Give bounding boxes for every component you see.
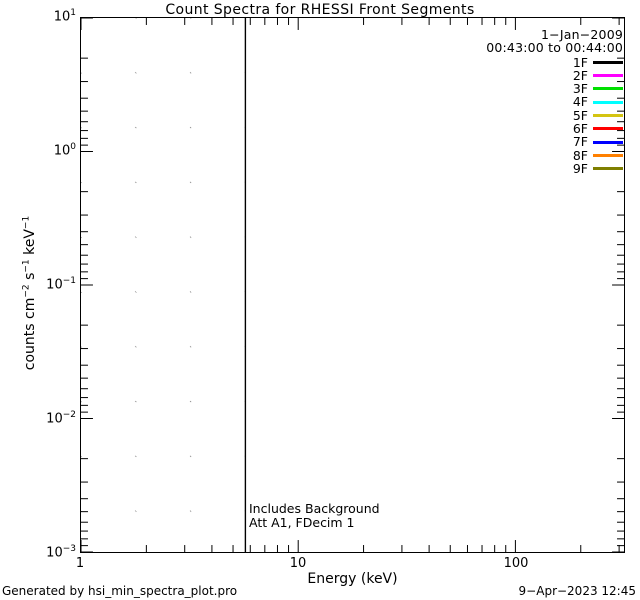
y-tick-label: 10−1 (46, 276, 76, 293)
legend-item[interactable]: 6F (486, 122, 623, 135)
hatched-region (81, 18, 247, 552)
y-axis-title: counts cm−2 s−1 keV−1 (21, 215, 38, 371)
y-tick-label: 100 (53, 142, 76, 159)
legend-color-swatch (593, 74, 623, 78)
legend-time-range: 00:43:00 to 00:44:00 (486, 40, 623, 56)
legend-color-swatch (593, 87, 623, 91)
legend-color-swatch (593, 60, 623, 64)
y-axis-tick-labels: 101 100 10−1 10−2 10−3 (26, 9, 76, 561)
legend-item-label: 4F (572, 94, 588, 110)
legend-item[interactable]: 3F (486, 82, 623, 95)
legend-item[interactable]: 8F (486, 147, 623, 163)
y-tick-label: 101 (53, 8, 76, 25)
legend-item[interactable]: 1F (486, 54, 623, 70)
x-axis-title: Energy (keV) (307, 571, 398, 587)
legend-item[interactable]: 2F (486, 69, 623, 82)
legend-item-label: 3F (572, 81, 588, 97)
legend-item[interactable]: 9F (486, 162, 623, 175)
legend-item[interactable]: 5F (486, 107, 623, 123)
x-axis-tick-labels: 1 10 100 (76, 556, 625, 576)
legend-color-swatch (593, 167, 623, 171)
x-tick-label: 100 (503, 556, 529, 571)
legend-item-label: 2F (572, 67, 588, 83)
legend-item-label: 5F (572, 107, 588, 123)
legend-item-label: 8F (572, 147, 588, 163)
annotation-line-2: Att A1, FDecim 1 (249, 514, 355, 530)
legend-entries: 1F 2F 3F 4F 5F 6F 7F 8F 9F (486, 54, 623, 175)
annotation-line-1: Includes Background (249, 501, 380, 516)
y-tick-label: 10−2 (46, 410, 76, 427)
axis-ticks (80, 17, 624, 553)
footer-generator-text: Generated by hsi_min_spectra_plot.pro (2, 584, 238, 598)
legend-item-label: 7F (572, 134, 588, 150)
legend-item[interactable]: 4F (486, 94, 623, 110)
legend-color-swatch (593, 113, 623, 117)
legend-color-swatch (593, 100, 623, 104)
legend-date: 1−Jan−2009 (541, 27, 623, 42)
x-tick-label: 10 (289, 556, 307, 571)
legend-item-label: 9F (572, 160, 588, 176)
plot-area: Includes Background Att A1, FDecim 1 (80, 17, 625, 553)
legend-item[interactable]: 7F (486, 134, 623, 150)
page-title: Count Spectra for RHESSI Front Segments (165, 2, 475, 18)
legend-color-swatch (593, 127, 623, 131)
x-tick-label: 1 (75, 556, 85, 571)
footer-timestamp: 9−Apr−2023 12:45 (518, 584, 636, 598)
legend-item-label: 1F (572, 54, 588, 70)
plot-annotation: Includes Background Att A1, FDecim 1 (249, 502, 380, 529)
legend-item-label: 6F (572, 121, 588, 137)
legend-color-swatch (593, 140, 623, 144)
legend-color-swatch (593, 153, 623, 157)
y-tick-label: 10−3 (46, 544, 76, 561)
legend: 1−Jan−2009 00:43:00 to 00:44:00 1F 2F 3F 4F… (486, 28, 623, 175)
